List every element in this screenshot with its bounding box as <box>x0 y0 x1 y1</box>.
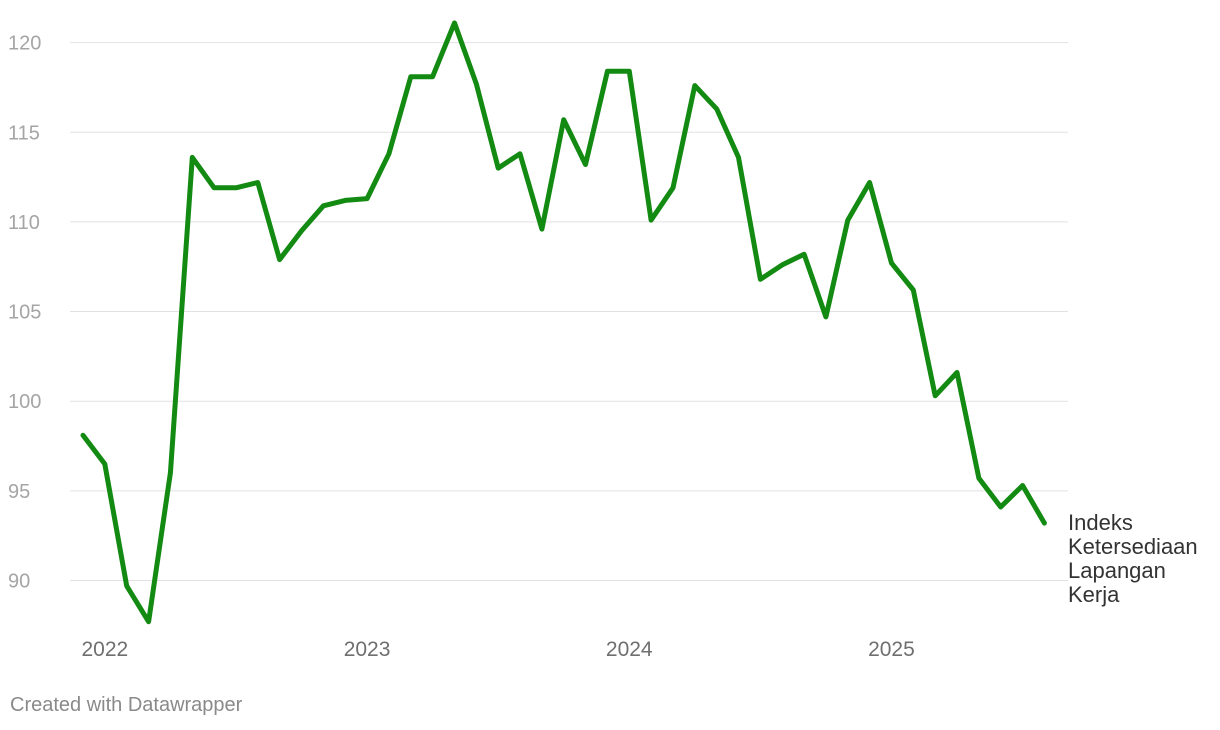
series-label-line: Kerja <box>1068 582 1120 607</box>
y-tick-label-120: 120 <box>8 33 41 55</box>
series-label-line: Lapangan <box>1068 558 1166 583</box>
series-label: Indeks Ketersediaan Lapangan Kerja <box>1068 510 1198 607</box>
series-label-layer: Indeks Ketersediaan Lapangan Kerja <box>1068 510 1198 607</box>
y-tick-label-105: 105 <box>8 302 41 324</box>
y-tick-label-100: 100 <box>8 391 41 413</box>
y-tick-label-115: 115 <box>8 122 40 144</box>
series-layer <box>80 20 1047 625</box>
x-tick-label-2025: 2025 <box>868 638 915 661</box>
series-label-line: Indeks <box>1068 510 1133 535</box>
x-tick-label-2023: 2023 <box>344 638 391 661</box>
series-label-line: Ketersediaan <box>1068 534 1198 559</box>
footer-credit: Created with Datawrapper <box>10 694 243 716</box>
y-tick-label-110: 110 <box>8 212 40 234</box>
x-tick-label-2022: 2022 <box>81 638 128 661</box>
y-tick-label-90: 90 <box>8 571 30 593</box>
y-axis: 90 95 100 105 110 115 120 <box>8 33 41 593</box>
y-tick-label-95: 95 <box>8 481 30 503</box>
x-axis: 2022 2023 2024 2025 <box>81 638 914 661</box>
series-line <box>80 20 1047 625</box>
x-tick-label-2024: 2024 <box>606 638 653 661</box>
